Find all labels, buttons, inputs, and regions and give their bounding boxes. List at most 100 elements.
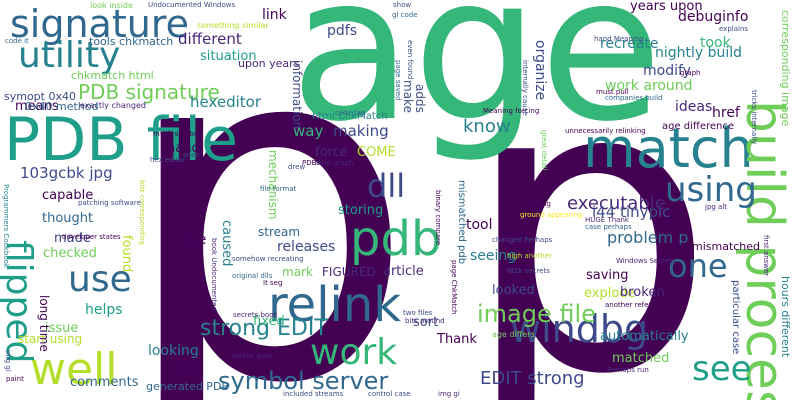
word: hexeditor (190, 95, 261, 110)
word: look inside (90, 2, 133, 10)
word: img gi (4, 350, 11, 372)
word: another reference (605, 302, 668, 309)
word: EDIT strong (480, 370, 585, 388)
word: matched (612, 352, 669, 365)
word: Thank (437, 333, 477, 346)
word: bits around (405, 318, 445, 325)
word: Programmers Cookbook (2, 184, 9, 268)
word: img gi (438, 391, 460, 398)
word: ground appearing (520, 212, 582, 219)
word: article (383, 265, 424, 278)
word: know (463, 118, 511, 136)
word: 103gcbk jpg (20, 166, 113, 181)
word: organize (533, 40, 547, 100)
word: link (262, 8, 287, 22)
word: href (712, 106, 740, 120)
word: corresponding image (780, 10, 791, 126)
word: checked (43, 247, 97, 260)
word: great detail (540, 130, 547, 170)
word: different (178, 32, 242, 47)
word: mark (282, 266, 313, 278)
word: even found (406, 40, 413, 79)
word: looked (492, 284, 535, 297)
word: paint (6, 376, 24, 383)
word: companies build (605, 95, 662, 102)
word: found (120, 235, 133, 272)
word: much symbol (153, 131, 200, 138)
word: internally cause (521, 60, 528, 116)
word: saving (586, 269, 629, 282)
word: see (692, 352, 752, 386)
word: making (333, 124, 389, 139)
word: pdfs (327, 24, 357, 38)
word: hand Meaning (594, 36, 644, 43)
word: unnecessarily relinking (565, 128, 646, 135)
word: releases (277, 240, 335, 254)
word: upon years (238, 58, 299, 69)
word: helps (85, 303, 123, 317)
word: tools chkmatch (89, 36, 173, 47)
word: file format (260, 186, 296, 193)
word: automatically (600, 330, 689, 343)
word: tool (466, 218, 493, 232)
word: must pull (596, 89, 629, 96)
word: using (665, 173, 757, 207)
word: nightly build (655, 46, 742, 60)
word: posting (525, 201, 551, 208)
word: explains (719, 26, 748, 33)
word: Windows Secrets (616, 258, 676, 265)
word: dll (367, 170, 405, 202)
word: secrets book (233, 312, 278, 319)
word: age mismatched (668, 241, 760, 252)
word: Undocumented Windows (148, 2, 235, 9)
word: due (180, 233, 206, 247)
word: jpg alt (705, 204, 727, 211)
word: adds (414, 84, 426, 113)
word: show (393, 2, 411, 9)
word: bits corresponding (138, 180, 145, 245)
word: author goes (231, 353, 273, 360)
word: COME (357, 146, 396, 159)
word: information (291, 60, 303, 129)
word: broken (620, 286, 665, 299)
word: ideas (675, 100, 712, 114)
word: mismatched pdb (456, 180, 466, 264)
word: long time (38, 295, 50, 352)
word: something similar (197, 22, 269, 30)
word: control case (368, 391, 411, 398)
word: storing (338, 204, 383, 217)
word: high another (507, 253, 552, 260)
word: chkmatch html (71, 70, 154, 81)
word: years upon (630, 0, 703, 13)
word: It seg (263, 280, 282, 287)
word: PDB file (4, 110, 238, 170)
word: book Undocumented (210, 238, 217, 311)
word: gl code (392, 12, 418, 19)
word: stream (258, 226, 300, 238)
word: changed Perhaps (492, 237, 552, 244)
word: little graph (315, 160, 353, 167)
word: first answer (762, 235, 769, 276)
word: age difference (662, 122, 734, 132)
word: image file (477, 302, 596, 326)
word: two files (403, 310, 432, 317)
word: seen (183, 152, 200, 159)
word: developer states (62, 234, 121, 241)
word: patching software (78, 200, 141, 207)
word: somehow recreating (232, 256, 304, 263)
word: hours different (780, 276, 791, 357)
word: case perhaps (585, 224, 632, 231)
word: looking (148, 344, 199, 358)
word: age differs (492, 331, 535, 339)
word: FIGURED (322, 266, 376, 278)
word: binary compare (434, 190, 441, 245)
word: hex editor (150, 157, 186, 164)
word: graph (680, 70, 701, 77)
word: Meaning forcing (483, 108, 539, 115)
word: included streams (283, 391, 343, 398)
word: force (315, 146, 348, 159)
word: pdb (350, 215, 441, 263)
word: page ChkMatch (450, 260, 457, 314)
word: said (174, 363, 201, 376)
